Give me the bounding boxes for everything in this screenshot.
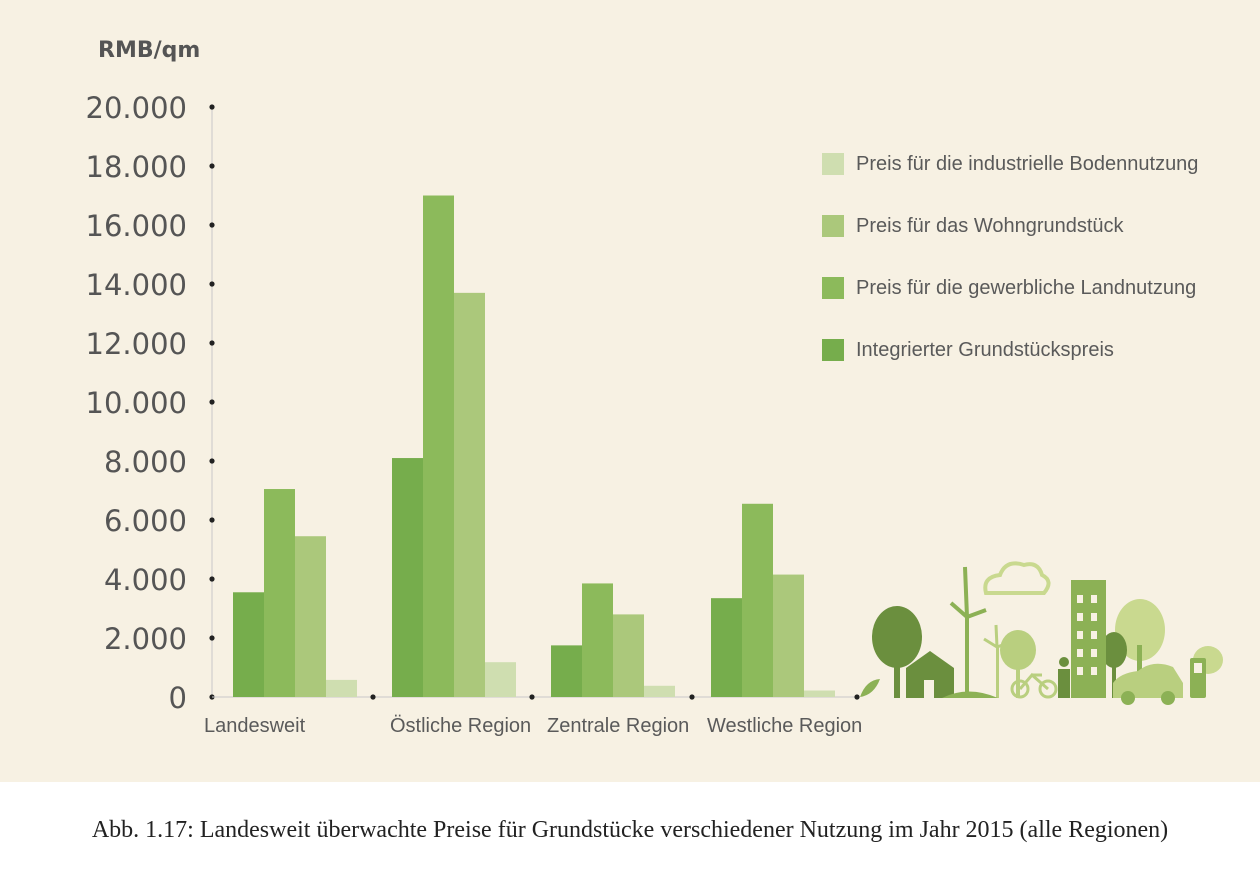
y-tick-label: 8.000 bbox=[104, 445, 187, 479]
y-tick-label: 14.000 bbox=[86, 268, 187, 302]
y-tick-mark bbox=[209, 399, 215, 405]
green-city-illustration-icon bbox=[860, 561, 1223, 705]
y-tick-mark bbox=[209, 340, 215, 346]
x-tick-label: Westliche Region bbox=[707, 715, 862, 737]
legend-swatch bbox=[822, 153, 844, 175]
x-tick-mark bbox=[529, 694, 535, 700]
legend-swatch bbox=[822, 215, 844, 237]
bar bbox=[613, 614, 644, 697]
y-tick-mark bbox=[209, 281, 215, 287]
legend-item: Preis für die industrielle Bodennutzung bbox=[822, 148, 1198, 180]
y-tick-mark bbox=[209, 104, 215, 110]
bar bbox=[773, 574, 804, 697]
bar bbox=[551, 645, 582, 697]
bar bbox=[485, 662, 516, 697]
legend-item: Preis für die gewerbliche Landnutzung bbox=[822, 272, 1198, 304]
x-tick-mark bbox=[370, 694, 376, 700]
bar bbox=[392, 458, 423, 697]
legend-swatch bbox=[822, 277, 844, 299]
y-tick-label: 20.000 bbox=[86, 91, 187, 125]
legend-label: Preis für die industrielle Bodennutzung bbox=[856, 152, 1199, 175]
y-tick-label: 6.000 bbox=[104, 504, 187, 538]
y-axis-label: RMB/qm bbox=[98, 38, 201, 63]
y-tick-label: 2.000 bbox=[104, 622, 187, 656]
x-tick-mark bbox=[854, 694, 860, 700]
bar bbox=[711, 598, 742, 697]
x-axis: Landesweit Östliche Region Zentrale Region… bbox=[204, 694, 862, 737]
bar bbox=[264, 489, 295, 697]
y-tick-mark bbox=[209, 576, 215, 582]
bars bbox=[233, 195, 835, 697]
y-tick-mark bbox=[209, 635, 215, 641]
x-tick-label: Östliche Region bbox=[390, 715, 531, 737]
chart-panel: RMB/qm 0 2.000 4.000 6.000 8.000 10.000 12.000… bbox=[0, 0, 1260, 782]
x-tick-label: Zentrale Region bbox=[547, 715, 689, 737]
legend-item: Integrierter Grundstückspreis bbox=[822, 334, 1198, 366]
y-tick-label: 10.000 bbox=[86, 386, 187, 420]
y-tick-label: 0 bbox=[169, 681, 187, 715]
bar bbox=[423, 195, 454, 697]
y-tick-mark bbox=[209, 517, 215, 523]
y-tick-mark bbox=[209, 458, 215, 464]
legend-item: Preis für das Wohngrundstück bbox=[822, 210, 1198, 242]
y-tick-label: 18.000 bbox=[86, 150, 187, 184]
bar bbox=[804, 690, 835, 697]
bar bbox=[582, 583, 613, 697]
bar bbox=[233, 592, 264, 697]
y-tick-mark bbox=[209, 222, 215, 228]
legend-label: Preis für das Wohngrundstück bbox=[856, 214, 1124, 237]
x-tick-label: Landesweit bbox=[204, 715, 306, 737]
bar bbox=[295, 536, 326, 697]
y-tick-label: 4.000 bbox=[104, 563, 187, 597]
y-tick-label: 12.000 bbox=[86, 327, 187, 361]
bar bbox=[742, 503, 773, 697]
legend: Preis für die industrielle Bodennutzung … bbox=[822, 148, 1198, 396]
bar bbox=[326, 679, 357, 697]
legend-label: Integrierter Grundstückspreis bbox=[856, 338, 1114, 361]
bar-chart: 0 2.000 4.000 6.000 8.000 10.000 12.000 14.000 1… bbox=[86, 91, 1223, 737]
y-axis: 0 2.000 4.000 6.000 8.000 10.000 12.000 14.000 1… bbox=[86, 91, 215, 715]
bar bbox=[644, 685, 675, 697]
y-tick-label: 16.000 bbox=[86, 209, 187, 243]
bar bbox=[454, 292, 485, 697]
legend-label: Preis für die gewerbliche Landnutzung bbox=[856, 276, 1197, 299]
legend-swatch bbox=[822, 339, 844, 361]
y-tick-mark bbox=[209, 163, 215, 169]
x-tick-mark bbox=[689, 694, 695, 700]
figure-caption: Abb. 1.17: Landesweit überwachte Preise … bbox=[91, 817, 1169, 843]
